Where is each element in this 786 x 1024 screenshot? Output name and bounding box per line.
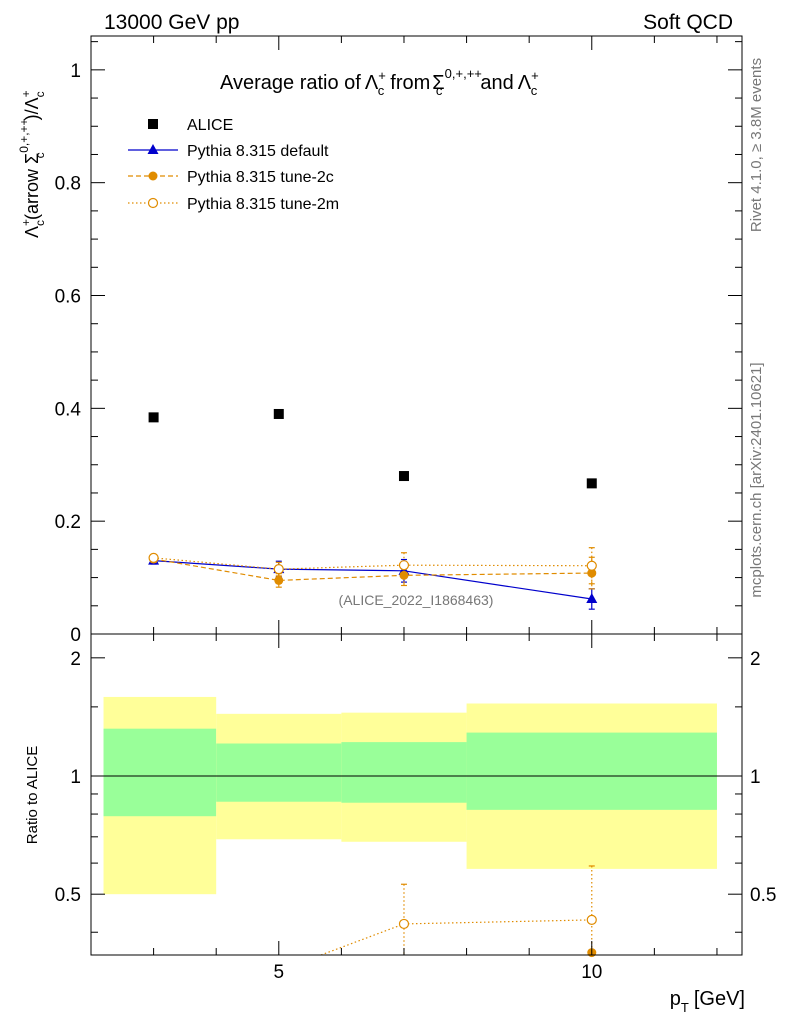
ratio-ytick-label: 1 [70,767,81,788]
xtick-label: 5 [273,962,284,983]
series-line-default [153,560,592,600]
data-point-tune2m [586,560,597,571]
main-ylabel: Λ+c(arrow Σ0,+,++c)/Λ+c [17,90,47,238]
uncertainty-band-inner [216,743,342,802]
ratio-ytick-label-right: 2 [750,649,761,670]
data-point-data [273,408,284,419]
legend-entry-tune2m: Pythia 8.315 tune-2m [128,196,339,213]
legend-label-tune2c: Pythia 8.315 tune-2c [187,169,334,186]
legend-entry-alice: ALICE [148,117,233,134]
main-ytick-label: 1 [70,61,81,82]
ratio-ytick-label-right: 1 [750,767,761,788]
legend-label-default: Pythia 8.315 default [187,143,329,160]
rivet-label: Rivet 4.1.0, ≥ 3.8M events [748,58,765,232]
ratio-frame [90,633,743,956]
uncertainty-band-inner [341,742,467,803]
uncertainty-band-inner [466,732,717,810]
analysis-label: (ALICE_2022_I1868463) [339,592,494,608]
data-point-tune2c [274,575,284,585]
ratio-ytick-label: 2 [70,649,81,670]
series-line-tune2m [153,557,592,570]
ratio-ytick-label: 0.5 [55,885,81,906]
main-panel: 0 0.2 0.4 0.6 0.8 1 Average ratio of Λ+ c from Σ0… [17,35,743,646]
main-ytick-label: 0.4 [55,399,82,420]
ratio-panel: 0.5 0.5 1 1 2 2 5 10 Ratio to ALICE pT [GeV] [24,633,776,1015]
data-point-data [148,412,159,423]
legend-entry-tune2c: Pythia 8.315 tune-2c [128,169,334,186]
data-point-tune2c [399,570,409,580]
xtick-label: 10 [581,962,602,983]
data-point-tune2m [273,564,284,575]
legend-label-alice: ALICE [187,117,233,134]
legend-marker-alice [148,119,158,129]
legend-label-tune2m: Pythia 8.315 tune-2m [187,196,339,213]
ratio-point-tune2m [398,918,410,930]
legend-marker-tune2c [148,171,158,181]
ratio-line-tune2m-offscale [320,923,405,956]
legend-marker-default [147,144,159,154]
main-title: Average ratio of Λ+ c from Σ0,+,++ c and Λ+ c [220,66,539,98]
data-point-default [586,593,598,604]
legend-entry-default: Pythia 8.315 default [128,143,329,160]
legend: ALICE Pythia 8.315 default Pythia 8.315 … [128,117,339,213]
ratio-line-tune2m [403,919,592,925]
main-ytick-label: 0.8 [55,174,81,195]
main-ytick-label: 0.2 [55,512,81,533]
ratio-point-tune2m [586,914,597,926]
category-label: Soft QCD [643,11,733,34]
ratio-ytick-label-right: 0.5 [750,885,776,906]
data-point-data [398,471,409,482]
data-point-tune2m [398,560,410,571]
data-point-data [586,478,597,489]
legend-marker-tune2m [147,197,159,209]
main-ytick-label: 0.6 [55,287,81,308]
mcplots-label: mcplots.cern.ch [arXiv:2401.10621] [748,362,765,597]
collision-label: 13000 GeV pp [104,11,239,34]
data-point-tune2m [148,552,159,563]
ratio-ylabel: Ratio to ALICE [24,746,41,844]
uncertainty-band-inner [103,728,217,817]
x-axis-label: pT [GeV] [670,988,745,1015]
series-line-tune2c [153,558,592,582]
main-ytick-label: 0 [70,625,81,646]
